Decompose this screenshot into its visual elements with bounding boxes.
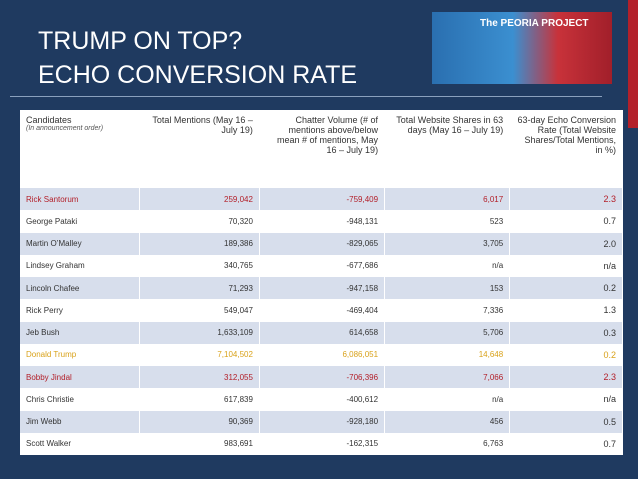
table-cell: n/a [509,254,623,277]
table-body: Rick Santorum 259,042 -759,409 6,017 2.3 Geor… [20,188,623,455]
table-cell: -162,315 [259,432,386,455]
table-cell: 189,386 [139,232,260,255]
table-cell: -706,396 [259,366,386,389]
header-cell: 63-day Echo Conversion Rate (Total Websi… [509,110,623,188]
table-row: Lincoln Chafee 71,293 -947,158 153 0.2 [20,277,623,300]
table-cell: Lincoln Chafee [20,277,140,300]
table-cell: -947,158 [259,277,386,300]
header-note: (In announcement order) [26,125,104,132]
table-cell: Jeb Bush [20,321,140,344]
title: TRUMP ON TOP? ECHO CONVERSION RATE [38,24,357,92]
title-line: TRUMP ON TOP? [38,27,243,55]
table-row: Rick Santorum 259,042 -759,409 6,017 2.3 [20,188,623,211]
table-cell: 0.7 [509,432,623,455]
table-cell: 523 [384,210,511,233]
table-row: Jeb Bush 1,633,109 614,658 5,706 0.3 [20,321,623,344]
table-cell: 14,648 [384,343,511,366]
table-row: Chris Christie 617,839 -400,612 n/a n/a [20,388,623,411]
table-cell: 0.2 [509,277,623,300]
table-cell: -469,404 [259,299,386,322]
table-cell: 0.5 [509,410,623,433]
table-cell: n/a [384,254,511,277]
table-cell: 0.7 [509,210,623,233]
table-row: Lindsey Graham 340,765 -677,686 n/a n/a [20,254,623,277]
table-cell: 6,017 [384,188,511,211]
header-row: Candidates (In announcement order) Total … [20,110,623,188]
table-row: Rick Perry 549,047 -469,404 7,336 1.3 [20,299,623,322]
table-cell: 7,104,502 [139,343,260,366]
header-cell: Total Mentions (May 16 – July 19) [139,110,260,188]
table-cell: 549,047 [139,299,260,322]
table-cell: -400,612 [259,388,386,411]
header-text: Candidates [26,115,72,125]
table: Candidates (In announcement order) Total … [20,110,623,455]
table-cell: n/a [384,388,511,411]
table-row: Scott Walker 983,691 -162,315 6,763 0.7 [20,432,623,455]
table-cell: -677,686 [259,254,386,277]
table-cell: 7,336 [384,299,511,322]
table-cell: -948,131 [259,210,386,233]
table-cell: 0.3 [509,321,623,344]
table-row: Donald Trump 7,104,502 6,086,051 14,648 0.2 [20,343,623,366]
table-cell: 3,705 [384,232,511,255]
header-cell: Total Website Shares in 63 days (May 16 … [384,110,511,188]
table-cell: n/a [509,388,623,411]
table-cell: 5,706 [384,321,511,344]
logo: The PEORIA PROJECT [432,12,612,84]
table-cell: -829,065 [259,232,386,255]
table-cell: 614,658 [259,321,386,344]
table-cell: 153 [384,277,511,300]
table-cell: Rick Perry [20,299,140,322]
table-cell: Chris Christie [20,388,140,411]
table-cell: 340,765 [139,254,260,277]
table-cell: 456 [384,410,511,433]
table-cell: 2.3 [509,366,623,389]
table-row: Martin O’Malley 189,386 -829,065 3,705 2.0 [20,232,623,255]
table-cell: 1.3 [509,299,623,322]
table-cell: Jim Webb [20,410,140,433]
table-row: Bobby Jindal 312,055 -706,396 7,066 2.3 [20,366,623,389]
table-cell: 312,055 [139,366,260,389]
accent-bar [628,0,638,128]
table-cell: Lindsey Graham [20,254,140,277]
table-cell: Rick Santorum [20,188,140,211]
table-cell: 7,066 [384,366,511,389]
table-cell: 90,369 [139,410,260,433]
table-cell: George Pataki [20,210,140,233]
logo-text: The PEORIA PROJECT [480,18,589,29]
table-cell: 6,086,051 [259,343,386,366]
table-cell: 259,042 [139,188,260,211]
table-cell: Martin O’Malley [20,232,140,255]
table-cell: -759,409 [259,188,386,211]
table-cell: Donald Trump [20,343,140,366]
table-cell: Bobby Jindal [20,366,140,389]
table-cell: 6,763 [384,432,511,455]
table-cell: 70,320 [139,210,260,233]
table-cell: 983,691 [139,432,260,455]
table-row: George Pataki 70,320 -948,131 523 0.7 [20,210,623,233]
table-cell: 71,293 [139,277,260,300]
table-cell: 1,633,109 [139,321,260,344]
header-cell: Chatter Volume (# of mentions above/belo… [259,110,386,188]
table-cell: 2.3 [509,188,623,211]
table-cell: -928,180 [259,410,386,433]
header-cell: Candidates (In announcement order) [20,110,140,188]
divider [10,96,602,97]
table-cell: Scott Walker [20,432,140,455]
table-cell: 2.0 [509,232,623,255]
table-cell: 617,839 [139,388,260,411]
table-row: Jim Webb 90,369 -928,180 456 0.5 [20,410,623,433]
table-cell: 0.2 [509,343,623,366]
title-line: ECHO CONVERSION RATE [38,61,358,89]
